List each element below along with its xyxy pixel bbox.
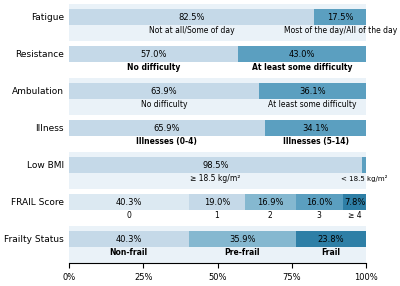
Text: No difficulty: No difficulty xyxy=(140,100,187,109)
Text: 16.9%: 16.9% xyxy=(257,198,284,206)
Text: 19.0%: 19.0% xyxy=(204,198,230,206)
Text: 40.3%: 40.3% xyxy=(116,235,142,244)
Text: ≥ 4: ≥ 4 xyxy=(348,211,362,220)
Text: 57.0%: 57.0% xyxy=(140,49,167,59)
Text: 40.3%: 40.3% xyxy=(116,198,142,206)
Bar xyxy=(296,194,343,210)
Text: 1: 1 xyxy=(214,211,219,220)
Bar xyxy=(69,152,366,189)
Text: At least some difficulty: At least some difficulty xyxy=(268,100,357,109)
Bar xyxy=(69,194,189,210)
Text: Non-frail: Non-frail xyxy=(110,248,148,257)
Bar xyxy=(69,226,366,263)
Text: 65.9%: 65.9% xyxy=(154,124,180,133)
Bar xyxy=(296,231,366,247)
Text: Not at all/Some of day: Not at all/Some of day xyxy=(149,26,234,35)
Bar xyxy=(69,46,238,62)
Bar xyxy=(69,115,366,152)
Bar xyxy=(314,9,366,25)
Text: 3: 3 xyxy=(317,211,322,220)
Text: 0: 0 xyxy=(126,211,131,220)
Text: Most of the day/All of the day: Most of the day/All of the day xyxy=(284,26,397,35)
Bar xyxy=(362,157,366,173)
Text: No difficulty: No difficulty xyxy=(127,63,180,72)
Bar xyxy=(265,120,366,136)
Text: 7.8%: 7.8% xyxy=(344,198,366,206)
Text: 63.9%: 63.9% xyxy=(150,87,177,96)
Bar xyxy=(69,4,366,41)
Text: < 18.5 kg/m²: < 18.5 kg/m² xyxy=(341,175,387,182)
Text: 2: 2 xyxy=(268,211,273,220)
Text: 98.5%: 98.5% xyxy=(202,160,228,170)
Text: Illnesses (0-4): Illnesses (0-4) xyxy=(136,137,197,146)
Bar xyxy=(189,194,245,210)
Text: 34.1%: 34.1% xyxy=(302,124,329,133)
Bar xyxy=(69,83,259,100)
Bar xyxy=(69,231,189,247)
Text: Illnesses (5-14): Illnesses (5-14) xyxy=(283,137,349,146)
Bar xyxy=(69,78,366,115)
Text: At least some difficulty: At least some difficulty xyxy=(252,63,353,72)
Text: 23.8%: 23.8% xyxy=(318,235,344,244)
Text: Frail: Frail xyxy=(322,248,340,257)
Bar xyxy=(69,157,362,173)
Text: 43.0%: 43.0% xyxy=(289,49,316,59)
Bar xyxy=(69,41,366,78)
Text: 35.9%: 35.9% xyxy=(229,235,255,244)
Text: 17.5%: 17.5% xyxy=(327,13,354,22)
Text: 82.5%: 82.5% xyxy=(178,13,205,22)
Bar xyxy=(69,9,314,25)
Bar xyxy=(189,231,296,247)
Bar xyxy=(238,46,366,62)
Text: Pre-frail: Pre-frail xyxy=(224,248,260,257)
Bar xyxy=(245,194,296,210)
Bar xyxy=(259,83,366,100)
Text: 16.0%: 16.0% xyxy=(306,198,332,206)
Bar xyxy=(343,194,366,210)
Text: ≥ 18.5 kg/m²: ≥ 18.5 kg/m² xyxy=(190,174,240,183)
Text: 36.1%: 36.1% xyxy=(299,87,326,96)
Bar xyxy=(69,189,366,226)
Bar xyxy=(69,120,265,136)
